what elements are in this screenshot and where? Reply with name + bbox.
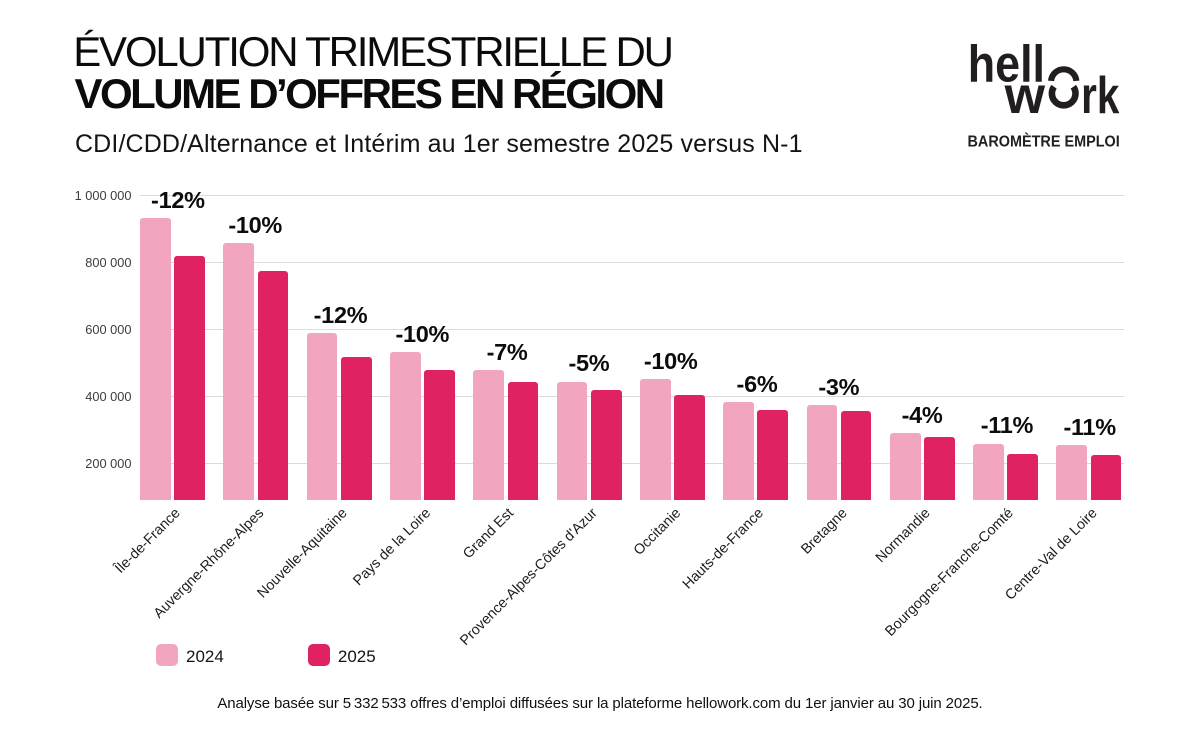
svg-text:w: w — [1004, 67, 1046, 125]
svg-text:rk: rk — [1081, 67, 1119, 125]
svg-text:hell: hell — [968, 36, 1045, 94]
svg-text:BAROMÈTRE EMPLOI: BAROMÈTRE EMPLOI — [968, 134, 1120, 151]
